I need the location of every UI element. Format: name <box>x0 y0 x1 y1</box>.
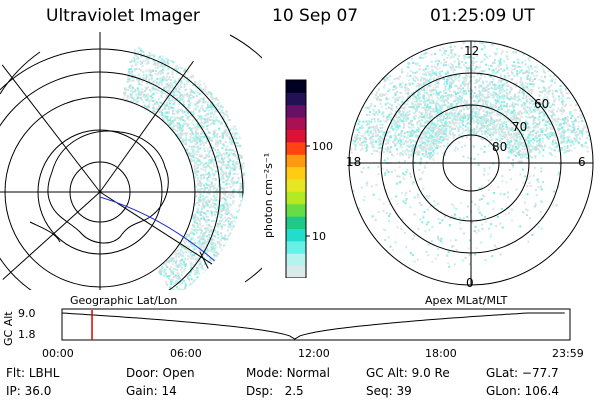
colorbar-cell <box>286 80 306 93</box>
instrument-title: Ultraviolet Imager <box>46 6 200 26</box>
mlat-label-80: 80 <box>492 140 508 154</box>
colorbar-cell <box>286 240 306 254</box>
status-gcalt: GC Alt: 9.0 Re <box>366 366 450 380</box>
colorbar-cell <box>286 253 306 267</box>
observation-date: 10 Sep 07 <box>272 6 359 26</box>
timeline-xtick-0: 00:00 <box>42 347 74 360</box>
altitude-timeline <box>61 308 571 341</box>
colorbar-cell <box>286 166 306 180</box>
timeline-xtick-4: 23:59 <box>552 347 584 360</box>
colorbar-tick-100: 100 <box>312 140 333 153</box>
magnetic-polar-map <box>348 40 594 286</box>
status-flt: Flt: LBHL <box>6 366 60 380</box>
status-door: Door: Open <box>126 366 195 380</box>
apex-caption: Apex MLat/MLT <box>425 294 508 307</box>
colorbar-cell <box>286 179 306 192</box>
status-dsp: Dsp: 2.5 <box>246 384 304 398</box>
timeline-xtick-3: 18:00 <box>425 347 457 360</box>
mlt-label-12: 12 <box>464 44 480 58</box>
mlt-label-0: 0 <box>466 276 474 290</box>
status-seq: Seq: 39 <box>366 384 412 398</box>
status-ip: IP: 36.0 <box>6 384 52 398</box>
timeline-ytick-high: 9.0 <box>18 307 36 320</box>
geographic-map <box>0 32 262 290</box>
colorbar-cell <box>286 265 306 278</box>
colorbar-cell <box>286 228 306 242</box>
status-gain: Gain: 14 <box>126 384 177 398</box>
auroral-oval-emission <box>349 41 593 268</box>
status-mode: Mode: Normal <box>246 366 330 380</box>
timeline-ytick-low: 1.8 <box>18 328 36 341</box>
colorbar-unit-label: photon cm⁻²s⁻¹ <box>262 152 275 238</box>
altitude-curve <box>61 312 565 340</box>
status-glat: GLat: −77.7 <box>486 366 559 380</box>
colorbar-cell <box>286 117 306 130</box>
colorbar-cell <box>286 216 306 229</box>
colorbar-cell <box>286 129 306 143</box>
observation-time: 01:25:09 UT <box>430 6 535 26</box>
timeline-axis-title: GC Alt <box>2 311 15 346</box>
colorbar-tick-10: 10 <box>312 230 326 243</box>
colorbar-cell <box>286 104 306 118</box>
colorbar-cell <box>286 154 306 168</box>
mlt-label-6: 6 <box>578 155 586 169</box>
intensity-colorbar <box>285 79 310 278</box>
geographic-caption: Geographic Lat/Lon <box>70 294 178 307</box>
coastline <box>47 130 169 244</box>
auroral-emission-area <box>122 47 245 290</box>
status-glon: GLon: 106.4 <box>486 384 559 398</box>
colorbar-cell <box>286 203 306 217</box>
colorbar-cell <box>286 92 306 106</box>
mlat-label-60: 60 <box>534 97 550 111</box>
colorbar-cell <box>286 141 306 155</box>
timeline-xtick-1: 06:00 <box>170 347 202 360</box>
timeline-xtick-2: 12:00 <box>298 347 330 360</box>
colorbar-cell <box>286 191 306 205</box>
mlt-label-18: 18 <box>346 155 362 169</box>
mlat-label-70: 70 <box>512 120 528 134</box>
